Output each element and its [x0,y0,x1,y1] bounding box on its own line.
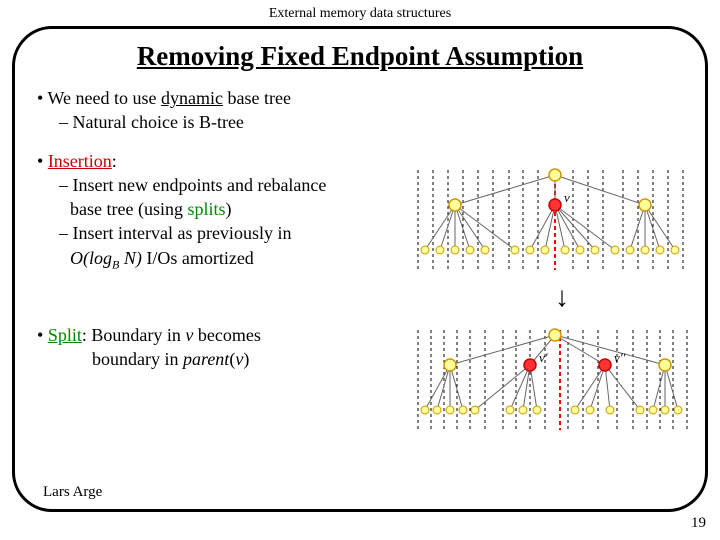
bullet-2: • Insertion: – Insert new endpoints and … [37,149,417,273]
b2s2a: – Insert interval as previously in [59,223,291,243]
tree-diagram-after: v' v'' [415,320,695,440]
b2-sub1: – Insert new endpoints and rebalance bas… [37,173,417,222]
b1-underline: dynamic [161,88,223,108]
b2-colon: : [112,151,117,171]
footer-author: Lars Arge [43,484,102,501]
bullet-1: • We need to use dynamic base tree – Nat… [37,86,683,135]
svg-text:v: v [564,190,570,205]
b2s2c: N) [119,248,142,268]
b2s2b: O(log [70,248,112,268]
b2s1c: ) [225,199,231,219]
b2-bigO: O(logB N) [59,248,142,268]
b3b: becomes [193,325,260,345]
b3c: boundary in [92,349,183,369]
b2-splits: splits [187,199,225,219]
b1-tail: base tree [223,88,291,108]
b3p: parent [183,349,229,369]
arrow-down-icon: ↓ [555,282,569,314]
b3e: ) [243,349,249,369]
b3-split: Split [48,325,82,345]
b2s2d: I/Os amortized [142,248,254,268]
b1-text: We need to use [47,88,161,108]
b1-sub1: – Natural choice is B-tree [37,110,683,134]
b2-insertion: Insertion [48,151,112,171]
b2s1b: base tree (using [59,199,187,219]
b2s1a: – Insert new endpoints and rebalance [59,175,326,195]
b3a: Boundary in [87,325,186,345]
svg-text:v': v' [539,350,548,365]
slide-title: Removing Fixed Endpoint Assumption [15,41,705,72]
slide-number: 19 [691,515,706,532]
slide-header: External memory data structures [0,0,720,22]
tree-diagram-before: v [415,160,695,280]
b2-sub2: – Insert interval as previously in O(log… [37,221,417,272]
svg-text:v'': v'' [614,350,626,365]
